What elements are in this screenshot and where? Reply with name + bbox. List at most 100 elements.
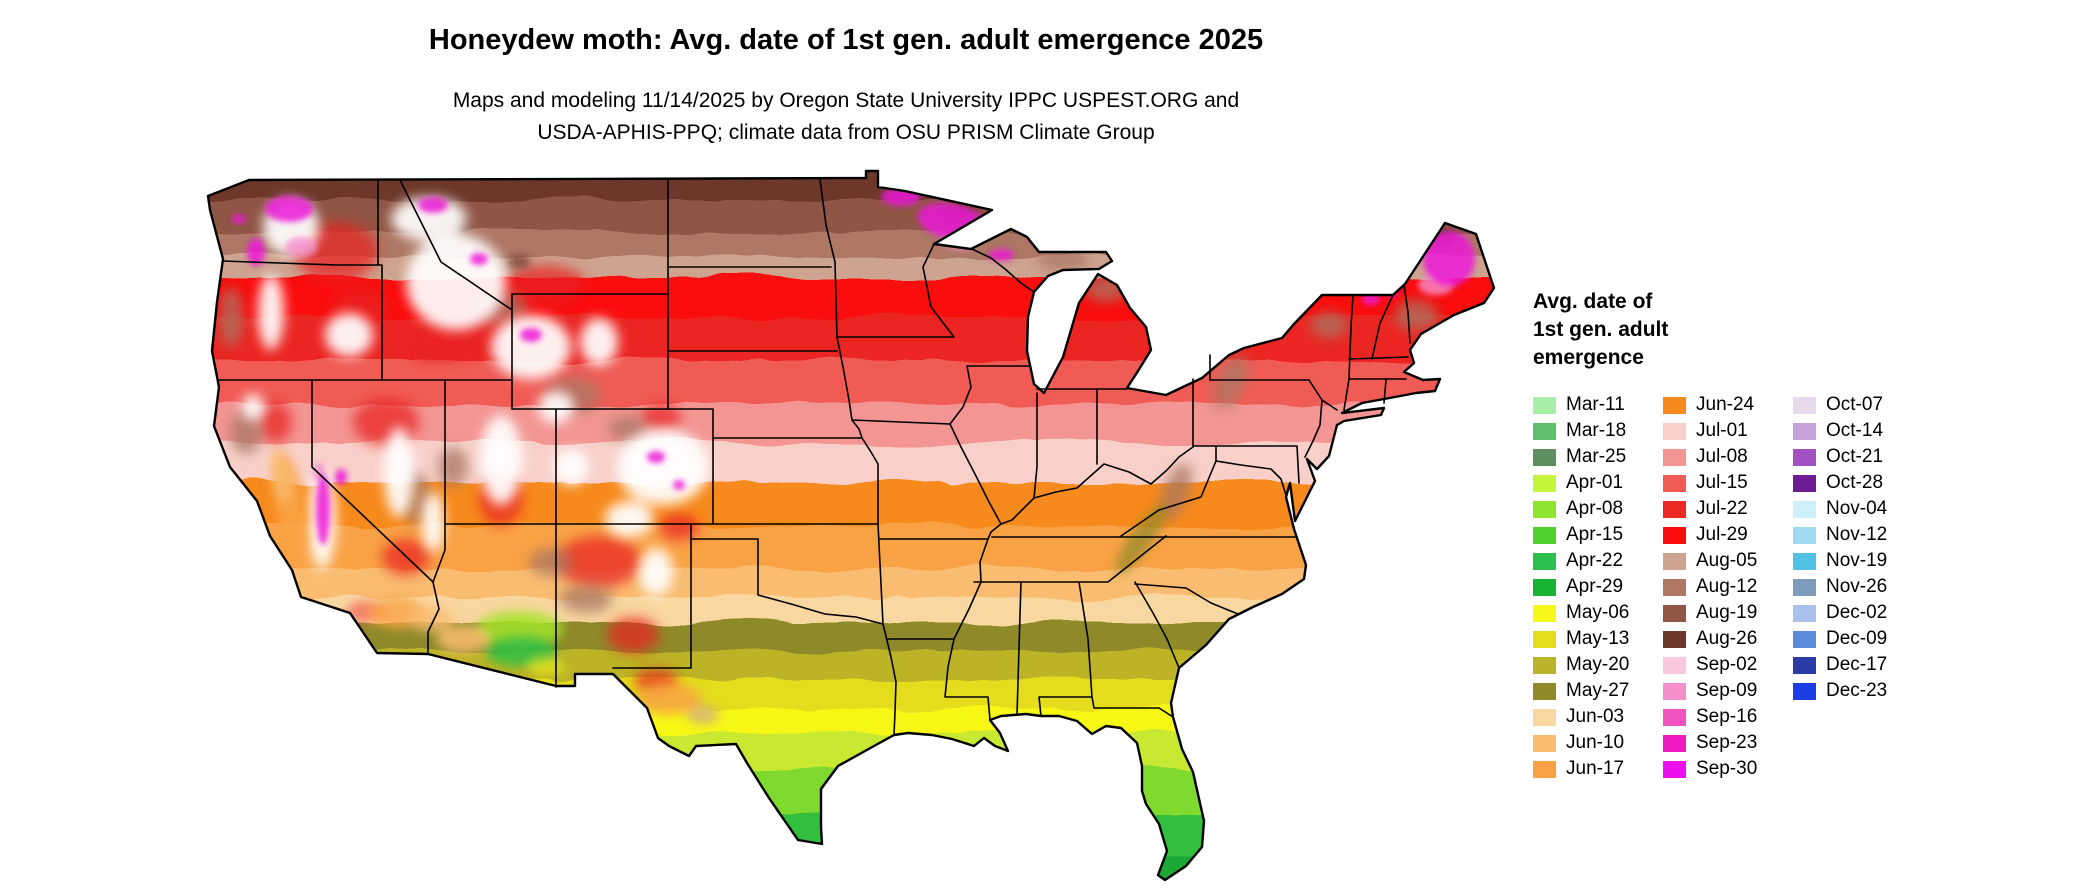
- legend-swatch: [1793, 448, 1816, 466]
- legend-row: Nov-19: [1793, 548, 1923, 574]
- legend-date-label: Apr-08: [1566, 498, 1624, 519]
- legend-date-label: Jul-29: [1696, 524, 1748, 545]
- legend-row: Apr-08: [1533, 496, 1663, 522]
- legend-date-label: Aug-19: [1696, 602, 1758, 623]
- legend-date-label: Jul-15: [1696, 472, 1748, 493]
- legend-date-label: Aug-26: [1696, 628, 1758, 649]
- legend-date-label: Oct-07: [1826, 394, 1884, 415]
- legend-title-line-2: 1st gen. adult: [1533, 318, 1669, 341]
- legend-date-label: Nov-19: [1826, 550, 1888, 571]
- legend-swatch: [1533, 422, 1556, 440]
- legend-row: Jun-24: [1663, 392, 1793, 418]
- legend-swatch: [1793, 396, 1816, 414]
- legend-swatch: [1793, 604, 1816, 622]
- legend-swatch: [1533, 604, 1556, 622]
- legend-row: Sep-09: [1663, 678, 1793, 704]
- legend-swatch: [1663, 552, 1686, 570]
- legend-date-label: Nov-26: [1826, 576, 1888, 597]
- legend-date-label: Nov-12: [1826, 524, 1888, 545]
- appalachian-olive-streak: [1115, 504, 1167, 574]
- legend-swatch: [1793, 526, 1816, 544]
- legend-swatch: [1663, 760, 1686, 778]
- legend-swatch: [1663, 630, 1686, 648]
- legend-date-label: Mar-25: [1566, 446, 1627, 467]
- legend-row: May-27: [1533, 678, 1663, 704]
- legend-date-label: Jun-10: [1566, 732, 1625, 753]
- legend-row: Jun-17: [1533, 756, 1663, 782]
- legend-swatch: [1533, 552, 1556, 570]
- legend-date-label: Sep-16: [1696, 706, 1758, 727]
- legend-swatch: [1663, 448, 1686, 466]
- legend-swatch: [1793, 682, 1816, 700]
- legend-row: Oct-21: [1793, 444, 1923, 470]
- legend-date-label: Dec-23: [1826, 680, 1888, 701]
- legend-date-label: Aug-12: [1696, 576, 1758, 597]
- figure-header: Honeydew moth: Avg. date of 1st gen. adu…: [0, 24, 1692, 149]
- legend-swatch: [1533, 500, 1556, 518]
- legend-row: Aug-05: [1663, 548, 1793, 574]
- legend-date-label: Dec-02: [1826, 602, 1888, 623]
- legend-row: Sep-02: [1663, 652, 1793, 678]
- legend-date-label: Aug-05: [1696, 550, 1758, 571]
- subtitle-line-2: USDA-APHIS-PPQ; climate data from OSU PR…: [537, 121, 1155, 144]
- legend-row: Sep-23: [1663, 730, 1793, 756]
- legend-row: Aug-26: [1663, 626, 1793, 652]
- legend-swatch: [1663, 604, 1686, 622]
- legend-row: Oct-28: [1793, 470, 1923, 496]
- legend-row: Apr-15: [1533, 522, 1663, 548]
- legend-row: Sep-30: [1663, 756, 1793, 782]
- legend-swatch: [1663, 734, 1686, 752]
- legend-swatch: [1533, 656, 1556, 674]
- legend-date-label: Oct-28: [1826, 472, 1884, 493]
- legend-date-label: Dec-17: [1826, 654, 1888, 675]
- legend-swatch: [1663, 708, 1686, 726]
- legend-column: Oct-07 Oct-14 Oct-21 Oct-28 Nov-04 Nov-12 Nov-…: [1793, 392, 1923, 782]
- legend-row: Aug-19: [1663, 600, 1793, 626]
- legend-date-label: Mar-11: [1566, 394, 1625, 415]
- red-mottle-patches: [260, 222, 699, 693]
- legend-date-label: Nov-04: [1826, 498, 1888, 519]
- legend-swatch: [1663, 656, 1686, 674]
- legend-row: Aug-12: [1663, 574, 1793, 600]
- legend-columns: Mar-11 Mar-18 Mar-25 Apr-01 Apr-08 Apr-15 Apr-…: [1533, 392, 1963, 782]
- legend-date-label: Sep-30: [1696, 758, 1758, 779]
- legend-title-line-1: Avg. date of: [1533, 290, 1653, 313]
- legend-date-label: Apr-22: [1566, 550, 1624, 571]
- legend-row: Dec-17: [1793, 652, 1923, 678]
- legend-row: Jul-29: [1663, 522, 1793, 548]
- legend-swatch: [1663, 500, 1686, 518]
- legend-swatch: [1533, 734, 1556, 752]
- legend-swatch: [1663, 682, 1686, 700]
- legend-swatch: [1793, 474, 1816, 492]
- legend-date-label: Oct-14: [1826, 420, 1884, 441]
- legend-swatch: [1663, 396, 1686, 414]
- legend-swatch: [1663, 474, 1686, 492]
- legend-row: Apr-22: [1533, 548, 1663, 574]
- legend-row: Jun-03: [1533, 704, 1663, 730]
- legend-date-label: Jun-24: [1696, 394, 1755, 415]
- legend-date-label: Mar-18: [1566, 420, 1627, 441]
- legend-row: May-20: [1533, 652, 1663, 678]
- legend-date-label: May-06: [1566, 602, 1630, 623]
- legend-row: Apr-01: [1533, 470, 1663, 496]
- legend-swatch: [1533, 682, 1556, 700]
- legend-row: Dec-02: [1793, 600, 1923, 626]
- legend-swatch: [1533, 396, 1556, 414]
- subtitle-line-1: Maps and modeling 11/14/2025 by Oregon S…: [452, 89, 1240, 112]
- legend-row: Mar-25: [1533, 444, 1663, 470]
- legend-swatch: [1793, 500, 1816, 518]
- legend-row: Apr-29: [1533, 574, 1663, 600]
- legend-row: Jul-15: [1663, 470, 1793, 496]
- legend-swatch: [1663, 422, 1686, 440]
- legend-row: May-06: [1533, 600, 1663, 626]
- legend-swatch: [1533, 448, 1556, 466]
- state-boundaries: [218, 178, 1411, 736]
- legend-title-line-3: emergence: [1533, 346, 1644, 369]
- legend-date-label: Apr-01: [1566, 472, 1624, 493]
- legend-date-label: Sep-09: [1696, 680, 1758, 701]
- emergence-date-bands: [208, 171, 1494, 880]
- legend-row: Jul-08: [1663, 444, 1793, 470]
- legend-row: Mar-18: [1533, 418, 1663, 444]
- legend-date-label: Jun-03: [1566, 706, 1625, 727]
- us-map: [201, 167, 1496, 884]
